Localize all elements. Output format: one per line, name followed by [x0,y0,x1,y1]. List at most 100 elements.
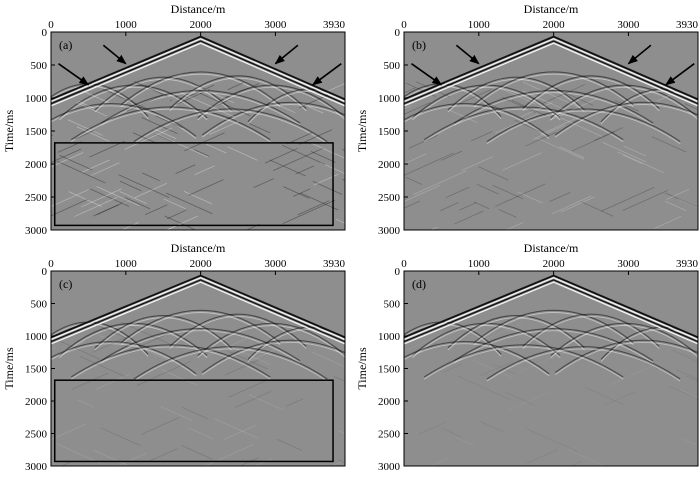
noise-streak [238,457,259,466]
x-axis-label: Distance/m [524,241,579,255]
noise-streak [127,341,174,363]
diffraction-event [247,329,345,362]
noise-streak [245,349,276,364]
panel-3: 0 1000 2000 3000 3930 0 500 1000 1500 2000 2500 300… [2,241,346,473]
x-axis-label: Distance/m [524,2,579,16]
y-axis-label: Time/ms [355,110,369,153]
diffraction-event [51,341,197,375]
noise-streak [511,99,546,116]
noise-streak [300,192,339,211]
x-tick-label: 3000 [617,258,640,270]
diffraction-event [169,75,307,109]
noise-streak [678,388,698,399]
noise-streak [404,200,420,209]
noise-streak [227,82,244,91]
noise-streak [57,160,106,184]
noise-streak [473,201,490,210]
x-axis-label: Distance/m [171,2,226,16]
noise-streak [51,189,89,207]
noise-streak [549,192,571,203]
diffraction-event [486,346,681,380]
noise-streak [163,198,186,210]
noise-streak [119,191,147,204]
noise-streak [477,184,499,195]
diffraction-event [51,343,197,377]
noise-streak [205,98,231,111]
diffraction-event [247,91,345,125]
x-tick-label: 1000 [115,258,138,270]
noise-streak [569,460,583,466]
noise-streak [74,130,95,140]
noise-streak [441,150,463,161]
noise-streak [581,201,614,217]
noise-streak [429,457,449,466]
diffraction-event [447,76,585,111]
noise-streak [313,173,339,186]
first-break-event [404,274,698,339]
noise-streak [307,105,324,114]
noise-streak [559,146,585,159]
diffraction-event [197,322,345,356]
diffraction-event [120,71,281,106]
noise-streak [256,340,281,352]
noise-streak [455,436,476,447]
noise-streak [282,199,336,224]
noise-streak [206,143,227,154]
diffraction-event [554,339,698,373]
diffraction-event [600,91,698,125]
diffraction-event [133,110,328,145]
noise-streak [297,200,330,216]
diffraction-event [554,342,698,375]
noise-streak [479,420,504,433]
first-break-event [404,35,698,101]
noise-streak [77,399,95,408]
x-tick-label: 0 [401,19,407,31]
noise-streak [68,191,103,207]
diffraction-event [486,108,681,143]
noise-streak [460,156,493,172]
noise-streak [60,461,72,466]
highlight-box [53,142,334,227]
noise-streak [483,322,524,341]
noise-streak [269,159,306,177]
noise-streak [98,334,119,345]
y-tick-label: 1500 [378,364,401,376]
diffraction-event [70,346,271,380]
noise-streak [102,88,156,113]
noise-streak [312,180,343,195]
noise-streak [540,118,576,135]
noise-streak [445,186,470,199]
noise-streak [118,453,146,466]
noise-streak [602,142,647,163]
noise-streak [214,418,259,439]
seismic-events [51,35,345,230]
noise-streak [551,113,603,138]
noise-streak [287,132,313,145]
noise-streak [160,406,193,422]
diffraction-event [120,312,281,346]
diffraction-event [412,86,561,121]
noise-streak [497,86,536,105]
noise-streak [319,162,345,175]
noise-streak [234,391,271,408]
noise-streak [93,197,135,217]
noise-streak [404,153,427,165]
noise-streak [299,129,332,145]
diffraction-event [100,89,301,124]
diffraction-event [600,329,698,362]
diffraction-event [94,76,232,111]
diffraction-event [169,77,307,112]
first-break-event [51,42,345,107]
diffraction-event [404,105,550,139]
noise-streak [56,443,101,464]
y-axis-label: Time/ms [2,347,16,390]
noise-streak [439,202,459,212]
noise-streak [188,179,224,196]
noise-streak [124,197,151,210]
diffraction-event [120,309,281,343]
arrow-annotation [665,63,695,86]
y-tick-label: 1000 [25,93,48,105]
seismic-events [51,274,345,466]
diffraction-event [453,328,654,362]
noise-streak [59,154,93,171]
